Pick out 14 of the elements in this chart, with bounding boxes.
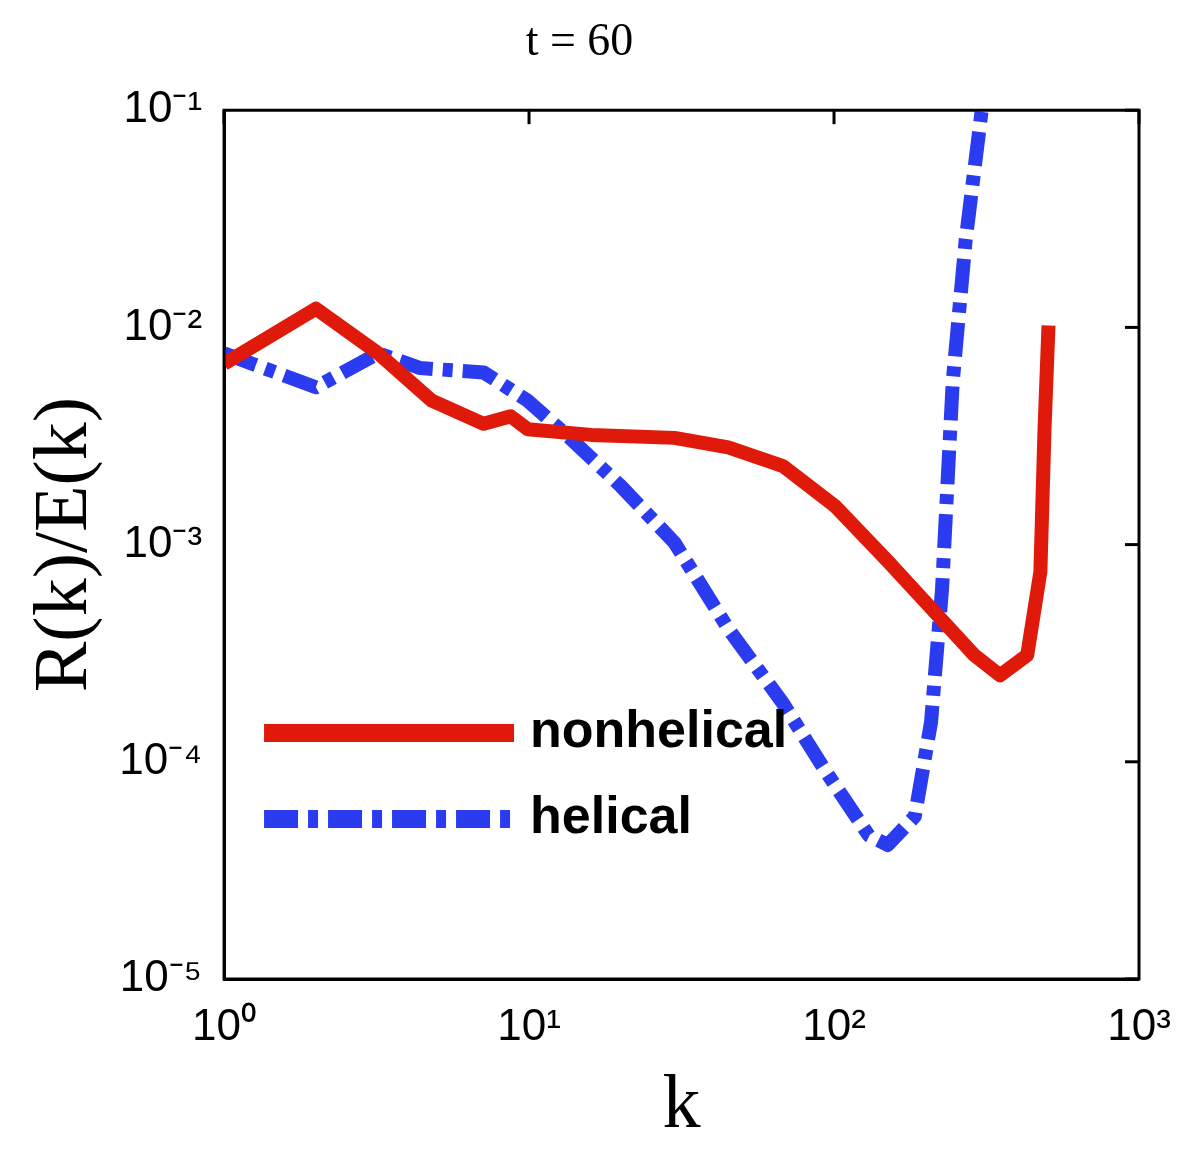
y-tick-label: 10⁻³ — [123, 516, 203, 566]
x-tick-label: 10² — [802, 999, 866, 1049]
x-tick-label: 10¹ — [497, 999, 561, 1049]
chart-title: t = 60 — [525, 13, 634, 65]
y-tick-label: 10⁻⁵ — [119, 951, 203, 1001]
y-tick-label: 10⁻⁴ — [119, 733, 203, 783]
x-tick-label: 10⁰ — [192, 999, 257, 1049]
x-tick-label: 10³ — [1107, 999, 1171, 1049]
legend-label: helical — [530, 786, 692, 845]
y-axis-title: R(k)/E(k) — [17, 396, 103, 693]
y-tick-label: 10⁻¹ — [123, 82, 203, 132]
x-axis-title: k — [662, 1059, 701, 1144]
legend-label: nonhelical — [530, 700, 788, 759]
y-tick-label: 10⁻² — [123, 299, 203, 349]
